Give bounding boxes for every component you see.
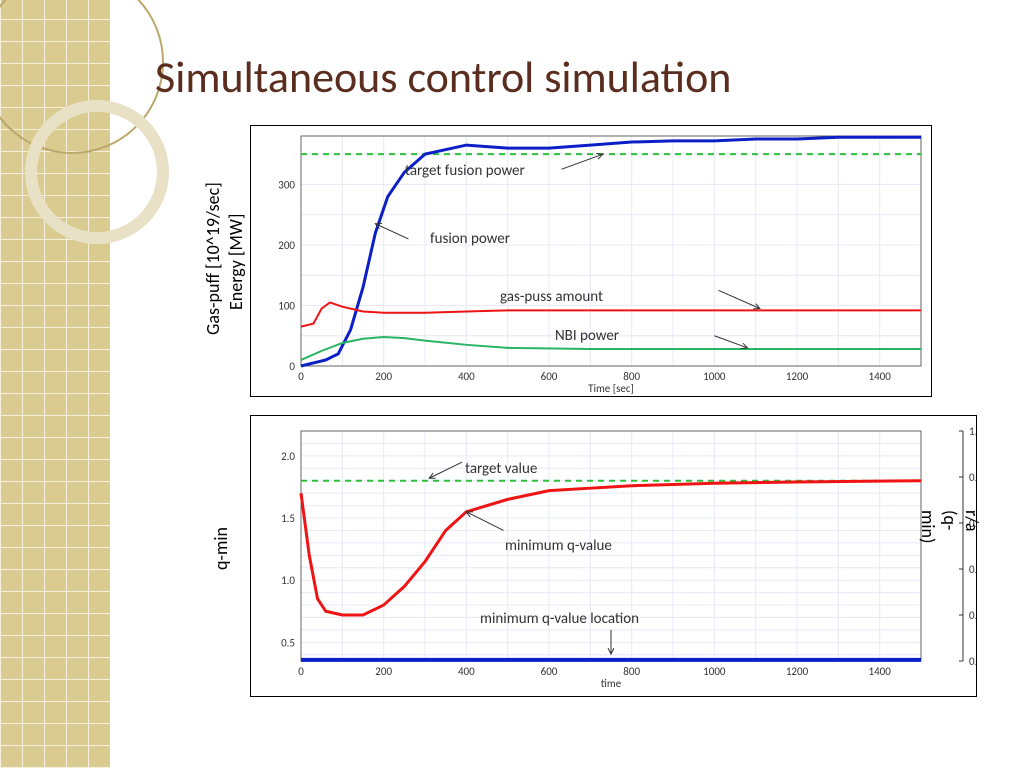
chart1-ylabel-energy: Energy [MW]: [225, 214, 247, 310]
svg-text:0.4: 0.4: [969, 563, 976, 576]
label-target-fusion: target fusion power: [405, 162, 525, 180]
chart2-ylabel-qmin: q-min: [210, 527, 232, 570]
svg-text:1.5: 1.5: [281, 512, 295, 525]
svg-text:1.0: 1.0: [969, 425, 976, 438]
svg-text:600: 600: [541, 370, 558, 383]
chart1-ylabel-gaspuff: Gas-puff [10^19/sec]: [202, 182, 224, 335]
svg-text:1000: 1000: [703, 370, 726, 383]
svg-text:200: 200: [278, 239, 295, 252]
svg-text:800: 800: [623, 665, 640, 678]
svg-text:200: 200: [375, 665, 392, 678]
svg-text:1.0: 1.0: [281, 574, 295, 587]
svg-text:300: 300: [278, 178, 295, 191]
chart-bottom: 0 200 400 600 800 1000 1200 1400 time 0.5 1.0 1.5 2.…: [250, 415, 977, 697]
svg-text:0.0: 0.0: [969, 655, 976, 668]
svg-text:0.5: 0.5: [281, 636, 295, 649]
svg-text:0.2: 0.2: [969, 609, 976, 622]
label-target-value: target value: [465, 460, 537, 478]
decor-ring-2: [25, 100, 169, 244]
svg-text:1200: 1200: [786, 665, 809, 678]
svg-text:600: 600: [541, 665, 558, 678]
label-gas-puss: gas-puss amount: [500, 288, 603, 306]
svg-text:0: 0: [298, 665, 304, 678]
label-min-q-loc: minimum q-value location: [480, 610, 639, 628]
svg-text:1000: 1000: [703, 665, 726, 678]
chart-top: 0200400600800100012001400Time [sec]01002…: [250, 125, 932, 397]
svg-text:2.0: 2.0: [281, 450, 295, 463]
label-min-q: minimum q-value: [505, 537, 612, 555]
svg-text:1400: 1400: [869, 370, 892, 383]
label-nbi-power: NBI power: [555, 327, 619, 345]
svg-text:time: time: [601, 677, 622, 690]
chart-top-plot: 0200400600800100012001400Time [sec]01002…: [251, 126, 931, 396]
svg-text:0: 0: [298, 370, 304, 383]
svg-text:0.8: 0.8: [969, 471, 976, 484]
svg-text:1200: 1200: [786, 370, 809, 383]
sidebar-pattern: [0, 0, 110, 768]
svg-text:0: 0: [289, 360, 295, 373]
label-fusion-power: fusion power: [430, 230, 510, 248]
svg-text:Time [sec]: Time [sec]: [588, 382, 634, 395]
svg-text:400: 400: [458, 370, 475, 383]
page-title: Simultaneous control simulation: [155, 50, 731, 104]
chart-bottom-plot: 0 200 400 600 800 1000 1200 1400 time 0.5 1.0 1.5 2.…: [251, 416, 976, 696]
svg-text:200: 200: [375, 370, 392, 383]
chart2-ylabel-ra: r/a (q-min): [917, 510, 983, 551]
svg-text:400: 400: [458, 665, 475, 678]
svg-text:100: 100: [278, 299, 295, 312]
svg-text:1400: 1400: [869, 665, 892, 678]
